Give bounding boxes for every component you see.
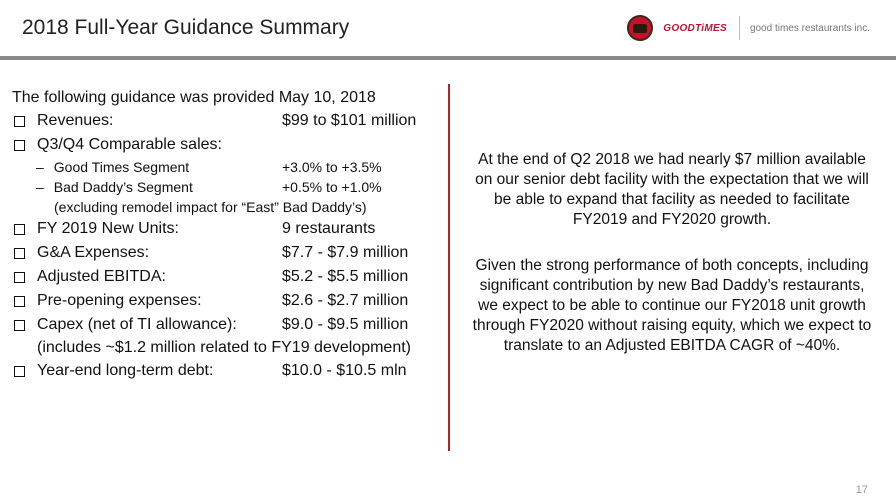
guidance-label: Adjusted EBITDA: (37, 268, 166, 285)
commentary-paragraph: Given the strong performance of both con… (472, 257, 872, 354)
guidance-value: +3.0% to +3.5% (282, 159, 382, 175)
guidance-value: 9 restaurants (282, 220, 376, 237)
guidance-value: $2.6 - $2.7 million (282, 292, 409, 309)
guidance-label: Q3/Q4 Comparable sales: (37, 136, 222, 153)
logo-divider (738, 16, 740, 40)
guidance-note: (includes ~$1.2 million related to FY19 … (37, 339, 411, 356)
commentary-paragraph: At the end of Q2 2018 we had nearly $7 m… (475, 151, 869, 228)
checkbox-bullet-icon (14, 247, 25, 259)
guidance-ga-expenses: G&A Expenses: $7.7 - $7.9 million (12, 241, 442, 265)
dash-bullet: – (36, 179, 44, 195)
bad-daddys-logo-icon (627, 15, 654, 41)
guidance-adjusted-ebitda: Adjusted EBITDA: $5.2 - $5.5 million (12, 265, 442, 289)
guidance-value: $7.7 - $7.9 million (282, 244, 409, 261)
guidance-intro: The following guidance was provided May … (12, 89, 376, 106)
guidance-value: $5.2 - $5.5 million (282, 268, 409, 285)
guidance-label: FY 2019 New Units: (37, 220, 179, 237)
checkbox-bullet-icon (14, 319, 25, 331)
guidance-capex: Capex (net of TI allowance): $9.0 - $9.5… (12, 313, 442, 337)
guidance-bad-daddys-segment: – Bad Daddy’s Segment +0.5% to +1.0% (12, 177, 442, 197)
guidance-value: $9.0 - $9.5 million (282, 316, 409, 333)
guidance-value: $10.0 - $10.5 mln (282, 362, 407, 379)
good-times-logo: GOODTiMES (663, 22, 727, 34)
checkbox-bullet-icon (14, 295, 25, 307)
guidance-label: Revenues: (37, 112, 114, 129)
guidance-value: $99 to $101 million (282, 112, 417, 129)
dash-bullet: – (36, 159, 44, 175)
checkbox-bullet-icon (14, 139, 25, 151)
guidance-label: Capex (net of TI allowance): (37, 316, 237, 333)
page-title: 2018 Full-Year Guidance Summary (22, 16, 350, 39)
guidance-revenues: Revenues: $99 to $101 million (12, 109, 442, 133)
checkbox-bullet-icon (14, 365, 25, 377)
guidance-note: (excluding remodel impact for “East” Bad… (54, 199, 367, 215)
guidance-preopening: Pre-opening expenses: $2.6 - $2.7 millio… (12, 289, 442, 313)
page-number: 17 (855, 484, 868, 496)
brand-logos: GOODTiMES good times restaurants inc. (627, 15, 870, 41)
brand-text: good times restaurants inc. (749, 22, 870, 34)
header-rule (0, 56, 896, 60)
commentary: At the end of Q2 2018 we had nearly $7 m… (468, 150, 876, 356)
guidance-label: Good Times Segment (53, 159, 190, 175)
guidance-label: G&A Expenses: (37, 244, 150, 261)
checkbox-bullet-icon (14, 271, 25, 283)
guidance-year-end-debt: Year-end long-term debt: $10.0 - $10.5 m… (12, 359, 442, 383)
guidance-good-times-segment: – Good Times Segment +3.0% to +3.5% (12, 157, 442, 177)
guidance-label: Pre-opening expenses: (37, 292, 202, 309)
guidance-new-units: FY 2019 New Units: 9 restaurants (12, 217, 442, 241)
guidance-list: The following guidance was provided May … (12, 89, 442, 383)
guidance-value: +0.5% to +1.0% (282, 179, 382, 195)
column-divider (448, 84, 450, 451)
guidance-label: Bad Daddy’s Segment (53, 179, 193, 195)
guidance-label: Year-end long-term debt: (37, 362, 214, 379)
guidance-comparable-sales: Q3/Q4 Comparable sales: (12, 133, 442, 157)
checkbox-bullet-icon (14, 223, 25, 235)
checkbox-bullet-icon (14, 115, 25, 127)
